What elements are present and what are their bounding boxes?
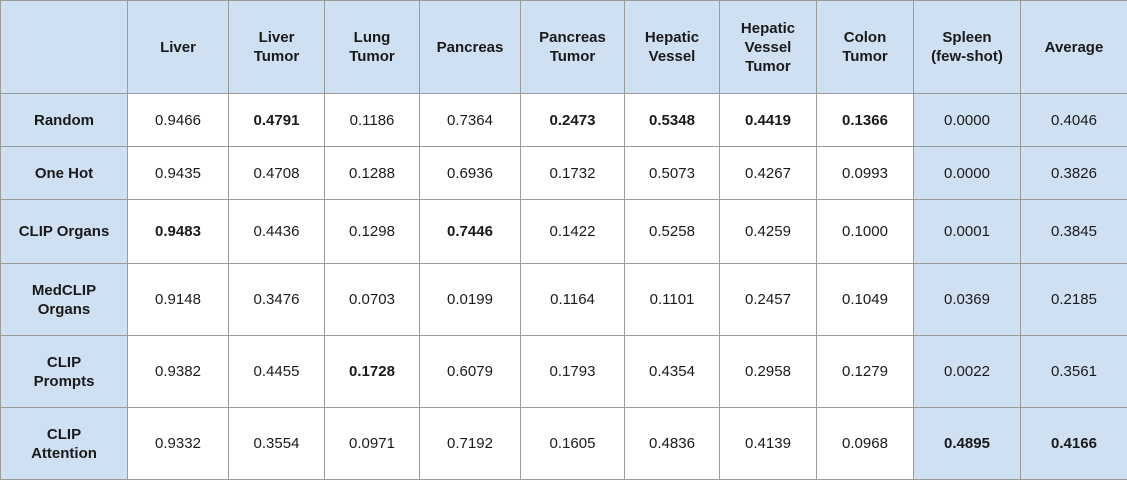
table-cell: 0.3845 bbox=[1020, 199, 1127, 264]
table-cell: 0.2457 bbox=[719, 263, 817, 336]
table-cell: 0.7192 bbox=[419, 407, 521, 480]
table-cell: 0.1000 bbox=[816, 199, 914, 264]
header-row: Liver Liver Tumor Lung Tumor Pancreas Panc… bbox=[0, 0, 1127, 94]
col-header-average: Average bbox=[1020, 0, 1127, 94]
col-header-spleen: Spleen (few-shot) bbox=[913, 0, 1021, 94]
table-cell: 0.9332 bbox=[127, 407, 229, 480]
table-cell: 0.1732 bbox=[520, 146, 625, 200]
table-cell: 0.1793 bbox=[520, 335, 625, 408]
table-cell: 0.1422 bbox=[520, 199, 625, 264]
table-cell: 0.1101 bbox=[624, 263, 720, 336]
table-cell: 0.9382 bbox=[127, 335, 229, 408]
col-header-pancreas: Pancreas bbox=[419, 0, 521, 94]
table-cell: 0.1728 bbox=[324, 335, 420, 408]
table-cell: 0.3476 bbox=[228, 263, 325, 336]
table-cell: 0.4139 bbox=[719, 407, 817, 480]
row-label: One Hot bbox=[0, 146, 128, 200]
table-cell: 0.2185 bbox=[1020, 263, 1127, 336]
col-header-liver: Liver bbox=[127, 0, 229, 94]
table-cell: 0.1288 bbox=[324, 146, 420, 200]
col-header-lung-tumor: Lung Tumor bbox=[324, 0, 420, 94]
table-cell: 0.4455 bbox=[228, 335, 325, 408]
table-cell: 0.4259 bbox=[719, 199, 817, 264]
col-header-pancreas-tumor: Pancreas Tumor bbox=[520, 0, 625, 94]
table-cell: 0.7446 bbox=[419, 199, 521, 264]
table-row: CLIP Prompts 0.9382 0.4455 0.1728 0.6079 … bbox=[0, 335, 1127, 408]
table-cell: 0.4436 bbox=[228, 199, 325, 264]
table-cell: 0.1186 bbox=[324, 93, 420, 147]
table-cell: 0.5073 bbox=[624, 146, 720, 200]
row-label: Random bbox=[0, 93, 128, 147]
table-cell: 0.5348 bbox=[624, 93, 720, 147]
table-cell: 0.0199 bbox=[419, 263, 521, 336]
table-cell: 0.4791 bbox=[228, 93, 325, 147]
table-cell: 0.0993 bbox=[816, 146, 914, 200]
table-cell: 0.4166 bbox=[1020, 407, 1127, 480]
table-cell: 0.3554 bbox=[228, 407, 325, 480]
table-cell: 0.4836 bbox=[624, 407, 720, 480]
row-label: MedCLIP Organs bbox=[0, 263, 128, 336]
table-cell: 0.3561 bbox=[1020, 335, 1127, 408]
table-cell: 0.4046 bbox=[1020, 93, 1127, 147]
table-cell: 0.6079 bbox=[419, 335, 521, 408]
table-cell: 0.0369 bbox=[913, 263, 1021, 336]
row-label: CLIP Prompts bbox=[0, 335, 128, 408]
table-cell: 0.7364 bbox=[419, 93, 521, 147]
table-row: One Hot 0.9435 0.4708 0.1288 0.6936 0.17… bbox=[0, 146, 1127, 200]
table-cell: 0.0968 bbox=[816, 407, 914, 480]
row-label: CLIP Attention bbox=[0, 407, 128, 480]
table-cell: 0.9435 bbox=[127, 146, 229, 200]
table-cell: 0.1605 bbox=[520, 407, 625, 480]
table-row: MedCLIP Organs 0.9148 0.3476 0.0703 0.019… bbox=[0, 263, 1127, 336]
table-cell: 0.0971 bbox=[324, 407, 420, 480]
table-cell: 0.1279 bbox=[816, 335, 914, 408]
table-row: CLIP Organs 0.9483 0.4436 0.1298 0.7446 … bbox=[0, 199, 1127, 264]
table-cell: 0.3826 bbox=[1020, 146, 1127, 200]
table-cell: 0.0022 bbox=[913, 335, 1021, 408]
table-cell: 0.4708 bbox=[228, 146, 325, 200]
col-header-hepatic-vessel: Hepatic Vessel bbox=[624, 0, 720, 94]
col-header-colon-tumor: Colon Tumor bbox=[816, 0, 914, 94]
table-cell: 0.0001 bbox=[913, 199, 1021, 264]
table-cell: 0.0000 bbox=[913, 146, 1021, 200]
table-cell: 0.1366 bbox=[816, 93, 914, 147]
table-cell: 0.0000 bbox=[913, 93, 1021, 147]
table-cell: 0.1164 bbox=[520, 263, 625, 336]
table-row: Random 0.9466 0.4791 0.1186 0.7364 0.247… bbox=[0, 93, 1127, 147]
table-cell: 0.9483 bbox=[127, 199, 229, 264]
table-cell: 0.2958 bbox=[719, 335, 817, 408]
table-cell: 0.1298 bbox=[324, 199, 420, 264]
corner-cell bbox=[0, 0, 128, 94]
table-cell: 0.9466 bbox=[127, 93, 229, 147]
table-cell: 0.4895 bbox=[913, 407, 1021, 480]
table-cell: 0.0703 bbox=[324, 263, 420, 336]
col-header-liver-tumor: Liver Tumor bbox=[228, 0, 325, 94]
table-cell: 0.4419 bbox=[719, 93, 817, 147]
table-cell: 0.1049 bbox=[816, 263, 914, 336]
col-header-hepatic-vessel-tumor: Hepatic Vessel Tumor bbox=[719, 0, 817, 94]
table-cell: 0.6936 bbox=[419, 146, 521, 200]
row-label: CLIP Organs bbox=[0, 199, 128, 264]
table-cell: 0.4267 bbox=[719, 146, 817, 200]
table-cell: 0.2473 bbox=[520, 93, 625, 147]
table-row: CLIP Attention 0.9332 0.3554 0.0971 0.719… bbox=[0, 407, 1127, 480]
table-cell: 0.9148 bbox=[127, 263, 229, 336]
table-cell: 0.5258 bbox=[624, 199, 720, 264]
table-cell: 0.4354 bbox=[624, 335, 720, 408]
